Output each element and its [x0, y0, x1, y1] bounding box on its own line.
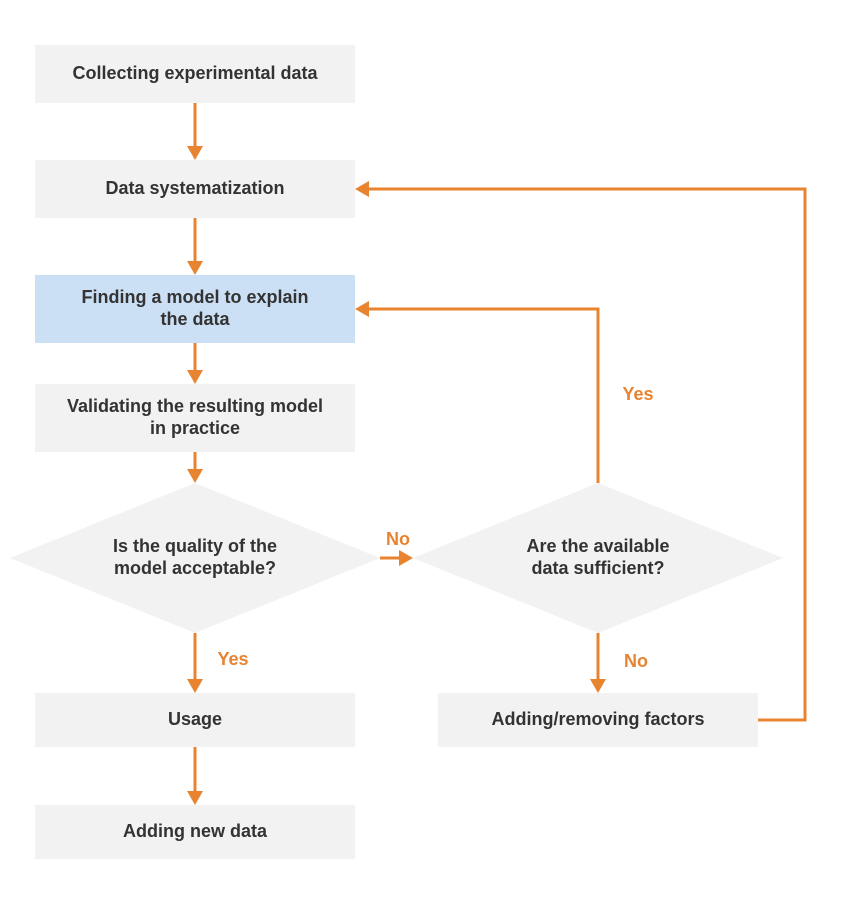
node-label-factors: Adding/removing factors: [491, 709, 704, 729]
arrow-head: [355, 181, 369, 197]
arrow-head: [187, 791, 203, 805]
arrow-head: [187, 146, 203, 160]
node-label-usage: Usage: [168, 709, 222, 729]
edge-label-e8: No: [624, 651, 648, 671]
edge-e10: [369, 189, 805, 720]
edge-e9: [369, 309, 598, 483]
node-label-findmodel-line2: the data: [160, 309, 230, 329]
arrow-head: [399, 550, 413, 566]
node-label-validate-line2: in practice: [150, 418, 240, 438]
arrow-head: [187, 679, 203, 693]
node-label-sufficient-line1: Are the available: [526, 536, 669, 556]
edge-label-e5: Yes: [217, 649, 248, 669]
arrow-head: [355, 301, 369, 317]
arrow-head: [590, 679, 606, 693]
node-label-validate-line1: Validating the resulting model: [67, 396, 323, 416]
edge-label-e7: No: [386, 529, 410, 549]
node-label-findmodel-line1: Finding a model to explain: [81, 287, 308, 307]
arrow-head: [187, 370, 203, 384]
node-label-systematize: Data systematization: [105, 178, 284, 198]
node-label-newdata: Adding new data: [123, 821, 268, 841]
arrow-head: [187, 469, 203, 483]
flowchart-canvas: Yes No No Yes Collecting experimental data Da…: [0, 0, 852, 911]
arrow-head: [187, 261, 203, 275]
node-label-quality-line1: Is the quality of the: [113, 536, 277, 556]
node-label-collect: Collecting experimental data: [72, 63, 318, 83]
edge-label-e9: Yes: [622, 384, 653, 404]
node-label-sufficient-line2: data sufficient?: [531, 558, 664, 578]
node-label-quality-line2: model acceptable?: [114, 558, 276, 578]
